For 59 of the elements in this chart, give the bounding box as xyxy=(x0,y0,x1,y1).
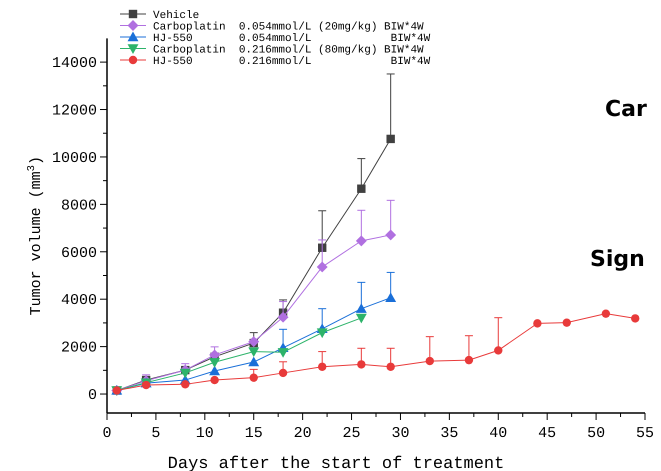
point xyxy=(248,347,260,358)
point xyxy=(464,356,474,364)
point xyxy=(316,328,328,338)
annotation: Car xyxy=(605,97,647,122)
x-tick-label: 55 xyxy=(636,425,654,442)
point xyxy=(248,336,260,348)
x-tick-label: 45 xyxy=(538,425,556,442)
point xyxy=(386,134,395,144)
point xyxy=(181,380,190,389)
y-tick-label: 2000 xyxy=(60,340,97,357)
y-tick-label: 8000 xyxy=(60,197,97,214)
legend-label: HJ-550 0.054mmol/L BIW*4W xyxy=(153,33,431,45)
point xyxy=(278,348,289,358)
point xyxy=(278,368,288,378)
x-tick-label: 20 xyxy=(294,425,312,442)
point xyxy=(385,292,396,302)
y-tick-label: 6000 xyxy=(60,244,97,262)
x-tick-label: 0 xyxy=(102,425,112,442)
x-tick-label: 30 xyxy=(391,425,410,442)
legend-label: Vehicle xyxy=(153,10,200,22)
point xyxy=(357,360,366,369)
point xyxy=(356,235,367,246)
point xyxy=(356,303,367,313)
point xyxy=(356,314,367,324)
x-tick-label: 15 xyxy=(244,425,263,442)
y-tick-label: 14000 xyxy=(52,55,97,72)
x-tick-label: 10 xyxy=(196,425,214,442)
point xyxy=(494,346,502,355)
point xyxy=(426,356,434,366)
point xyxy=(209,366,220,376)
legend-label: Carboplatin 0.054mmol/L (20mg/kg) BIW*4W xyxy=(153,22,424,34)
y-tick-label: 4000 xyxy=(60,292,97,310)
point xyxy=(631,314,640,323)
y-tick-label: 12000 xyxy=(52,102,97,120)
point xyxy=(602,309,610,318)
x-tick-label: 5 xyxy=(151,425,160,442)
point xyxy=(209,358,220,368)
point xyxy=(562,318,571,327)
x-tick-label: 40 xyxy=(489,425,508,442)
point xyxy=(250,373,258,382)
x-tick-label: 35 xyxy=(440,425,458,442)
y-tick-label: 10000 xyxy=(52,150,97,167)
x-tick-label: 25 xyxy=(342,425,361,442)
point xyxy=(386,362,395,371)
point xyxy=(318,362,326,371)
annotation: Sign xyxy=(590,247,645,272)
point xyxy=(142,380,150,390)
point xyxy=(357,184,366,193)
point xyxy=(316,261,328,272)
y-tick-label: 0 xyxy=(88,387,97,404)
point xyxy=(533,319,542,328)
legend-label: HJ-550 0.216mmol/L BIW*4W xyxy=(153,56,431,68)
point xyxy=(210,376,219,384)
point xyxy=(180,368,191,378)
point xyxy=(278,312,289,323)
legend-label: Carboplatin 0.216mmol/L (80mg/kg) BIW*4W xyxy=(153,44,424,56)
x-tick-label: 50 xyxy=(587,425,606,442)
point xyxy=(248,356,260,366)
point xyxy=(385,229,396,240)
